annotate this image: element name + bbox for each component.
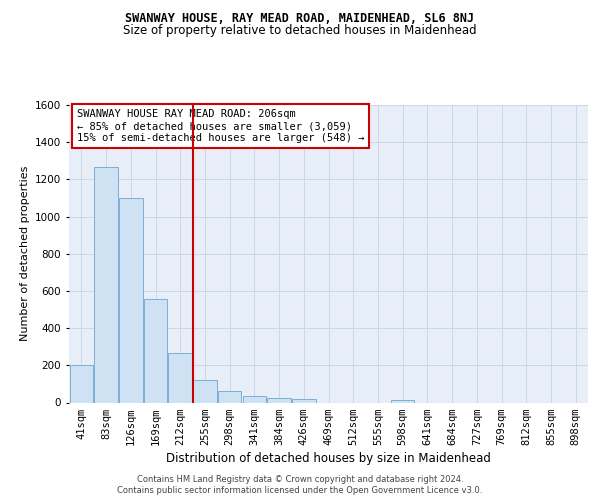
Bar xyxy=(193,380,217,402)
Text: SWANWAY HOUSE RAY MEAD ROAD: 206sqm
← 85% of detached houses are smaller (3,059): SWANWAY HOUSE RAY MEAD ROAD: 206sqm ← 85… xyxy=(77,110,364,142)
Bar xyxy=(169,353,192,403)
Bar xyxy=(94,168,118,402)
Y-axis label: Number of detached properties: Number of detached properties xyxy=(20,166,29,342)
Text: Contains public sector information licensed under the Open Government Licence v3: Contains public sector information licen… xyxy=(118,486,482,495)
Bar xyxy=(119,198,143,402)
X-axis label: Distribution of detached houses by size in Maidenhead: Distribution of detached houses by size … xyxy=(166,452,491,465)
Bar xyxy=(268,398,291,402)
Text: Contains HM Land Registry data © Crown copyright and database right 2024.: Contains HM Land Registry data © Crown c… xyxy=(137,475,463,484)
Bar xyxy=(391,400,415,402)
Bar xyxy=(70,366,93,403)
Text: Size of property relative to detached houses in Maidenhead: Size of property relative to detached ho… xyxy=(123,24,477,37)
Bar xyxy=(242,396,266,402)
Text: SWANWAY HOUSE, RAY MEAD ROAD, MAIDENHEAD, SL6 8NJ: SWANWAY HOUSE, RAY MEAD ROAD, MAIDENHEAD… xyxy=(125,12,475,26)
Bar xyxy=(218,392,241,402)
Bar xyxy=(144,300,167,403)
Bar xyxy=(292,399,316,402)
